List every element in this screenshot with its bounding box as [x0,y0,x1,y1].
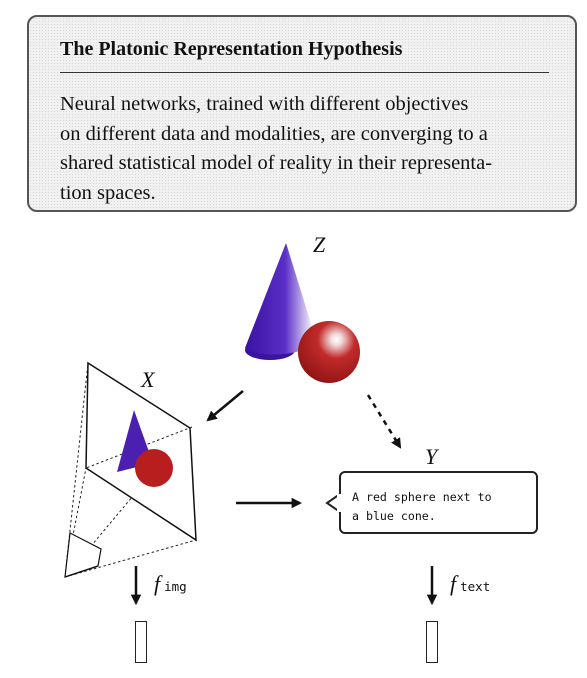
z-label: Z [313,232,326,257]
f-text-subscript: text [460,579,490,594]
caption-line: a blue cone. [352,509,436,523]
caption-tail-joint [337,494,341,512]
f-text-symbol: f [450,571,459,596]
caption-text: A red sphere next to a blue cone. [352,488,492,526]
caption-line: A red sphere next to [352,490,492,504]
image-representation-vector [135,621,147,663]
f-img-symbol: f [154,571,163,596]
world-z-scene [245,243,360,383]
sphere-3d [298,321,360,383]
camera-projection [64,361,197,578]
statement-line: shared statistical model of reality in t… [60,152,493,174]
cone-3d [245,243,318,355]
camera-box-edge [64,565,99,578]
f-text-label: f text [450,571,490,596]
sphere-projection [135,449,173,487]
f-img-label: f img [154,571,187,596]
caption-bubble: A red sphere next to a blue cone. [339,471,538,534]
statement-line: on different data and modalities, are co… [60,122,488,145]
statement-line: Neural networks, trained with different … [60,93,469,115]
arrow-z-to-x [206,390,244,422]
arrow-z-to-y [366,394,402,449]
frustum-edge [64,467,87,578]
y-label: Y [425,444,440,469]
hypothesis-box: The Platonic Representation Hypothesis N… [27,15,577,212]
hypothesis-statement: Neural networks, trained with different … [60,90,560,208]
x-label: X [140,367,156,392]
f-img-subscript: img [164,579,187,594]
text-representation-vector [426,621,438,663]
title-divider [60,72,549,73]
statement-line: tion spaces. [60,181,156,204]
hypothesis-title: The Platonic Representation Hypothesis [60,38,403,60]
